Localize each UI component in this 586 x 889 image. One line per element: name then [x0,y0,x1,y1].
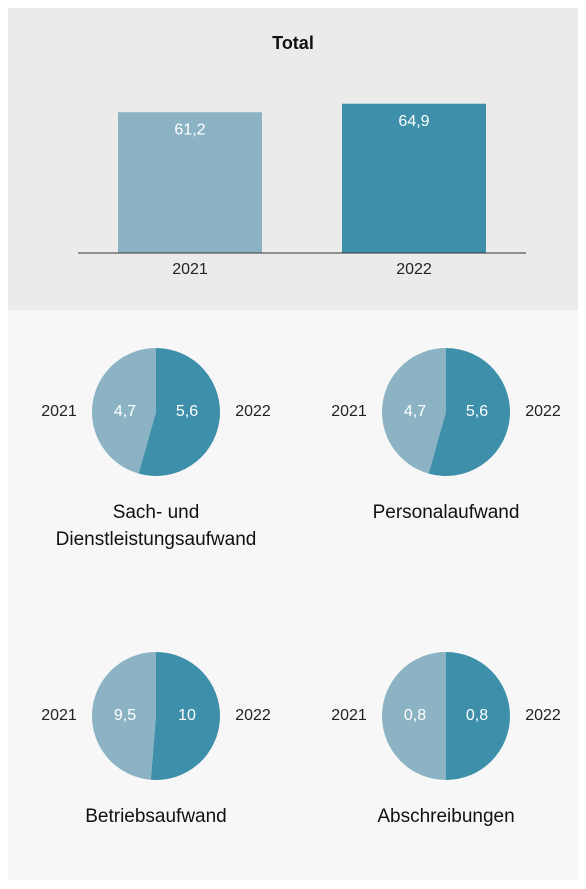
pie-slice [150,652,220,780]
category-label: 2021 [331,707,367,724]
category-label: 2021 [331,403,367,420]
slice-value-label: 9,5 [114,707,136,724]
pie-title: Sach- und Dienstleistungsaufwand [55,502,257,550]
slice-value-label: 0,8 [466,707,488,724]
pie-title: Betriebsaufwand [85,806,227,827]
pie-slice [446,652,510,780]
category-label: 2022 [525,707,561,724]
x-tick-label: 2022 [396,261,432,278]
pie-title: Personalaufwand [372,502,520,523]
chart-title: Total [272,33,314,53]
slice-value-label: 4,7 [404,403,426,420]
category-label: 2021 [41,707,77,724]
bar-value-label: 64,9 [398,113,429,130]
total-panel [8,8,578,310]
category-label: 2022 [235,403,271,420]
bar [118,112,262,254]
pie-slice [91,348,156,474]
pie-slice [381,348,446,474]
slice-value-label: 10 [178,707,196,724]
pie-title: Abschreibungen [377,806,515,827]
pie-slice [138,348,220,476]
bar [342,103,486,253]
slice-value-label: 5,6 [466,403,488,420]
slice-value-label: 0,8 [404,707,426,724]
slice-value-label: 5,6 [176,403,198,420]
pie-slice [91,652,156,780]
slice-value-label: 4,7 [114,403,136,420]
category-label: 2022 [525,403,561,420]
pie-slice [382,652,446,780]
pie-slice [428,348,510,476]
bar-value-label: 61,2 [174,121,205,138]
x-tick-label: 2021 [172,261,208,278]
category-label: 2021 [41,403,77,420]
category-label: 2022 [235,707,271,724]
